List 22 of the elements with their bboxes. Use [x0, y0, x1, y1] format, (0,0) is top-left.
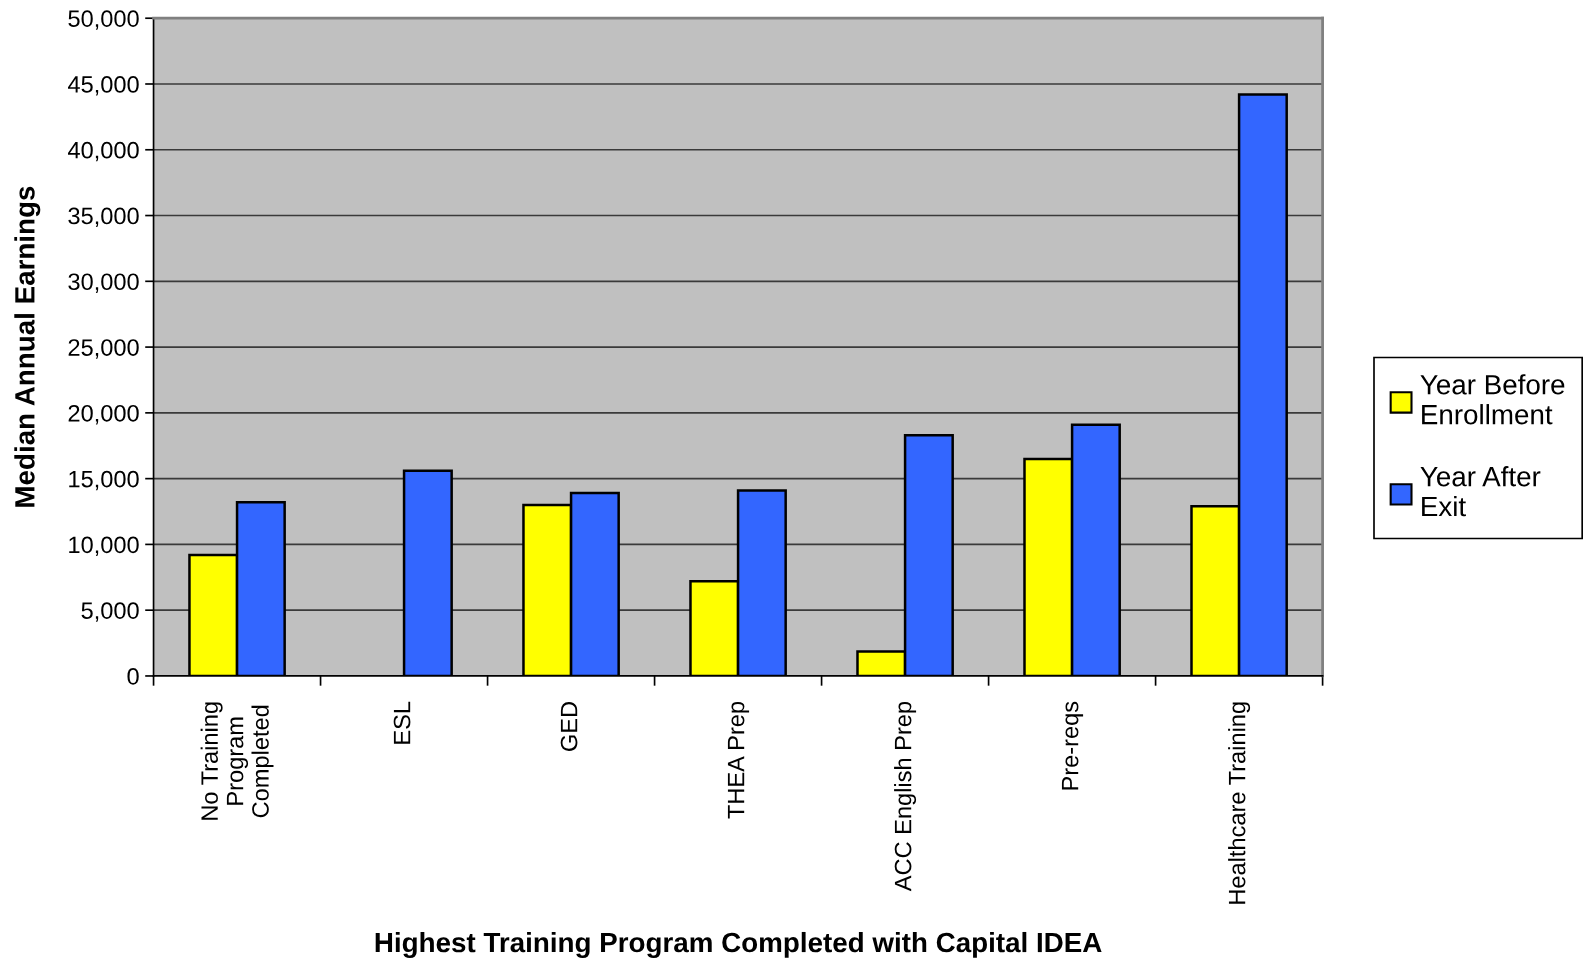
y-tick-label: 0 [127, 668, 139, 685]
x-tick-label: Healthcare Training [1228, 702, 1251, 904]
legend-label: Year Before Enrollment [1420, 374, 1565, 425]
y-tick-label: 15,000 [69, 470, 139, 491]
y-tick-label: 45,000 [68, 76, 139, 96]
y-tick-label: 25,000 [68, 339, 139, 359]
x-axis-title: Highest Training Program Completed with Capital IDEA [375, 931, 1102, 958]
y-tick-label: 10,000 [69, 536, 139, 556]
x-tick-label: ACC English Prep [894, 701, 917, 892]
x-tick-label: THEA Prep [727, 701, 750, 819]
y-tick-label: 35,000 [68, 207, 139, 228]
legend-label: Year After Exit [1420, 466, 1541, 517]
x-tick-label: GED [560, 702, 578, 751]
x-tick-label: ESL [393, 701, 411, 744]
x-tick-label: Pre-reqs [1061, 701, 1084, 790]
y-tick-label: 30,000 [68, 273, 139, 293]
y-tick-label: 50,000 [68, 10, 139, 30]
y-tick-label: 20,000 [68, 404, 139, 425]
y-tick-label: 5,000 [81, 602, 139, 622]
y-tick-label: 40,000 [68, 141, 139, 162]
x-tick-label: No Training Program Completed [200, 702, 274, 820]
y-axis-title: Median Annual Earnings [14, 186, 41, 507]
